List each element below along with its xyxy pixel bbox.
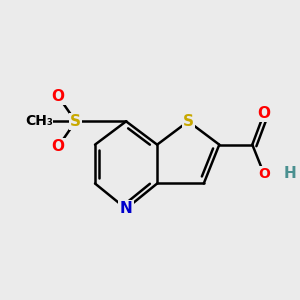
Text: O: O xyxy=(257,106,271,121)
Text: S: S xyxy=(70,114,81,129)
Text: O: O xyxy=(258,167,270,181)
Text: N: N xyxy=(120,201,133,216)
Text: O: O xyxy=(52,88,64,104)
Text: O: O xyxy=(52,139,64,154)
Text: CH₃: CH₃ xyxy=(25,114,52,128)
Text: H: H xyxy=(284,166,296,181)
Text: S: S xyxy=(183,114,194,129)
